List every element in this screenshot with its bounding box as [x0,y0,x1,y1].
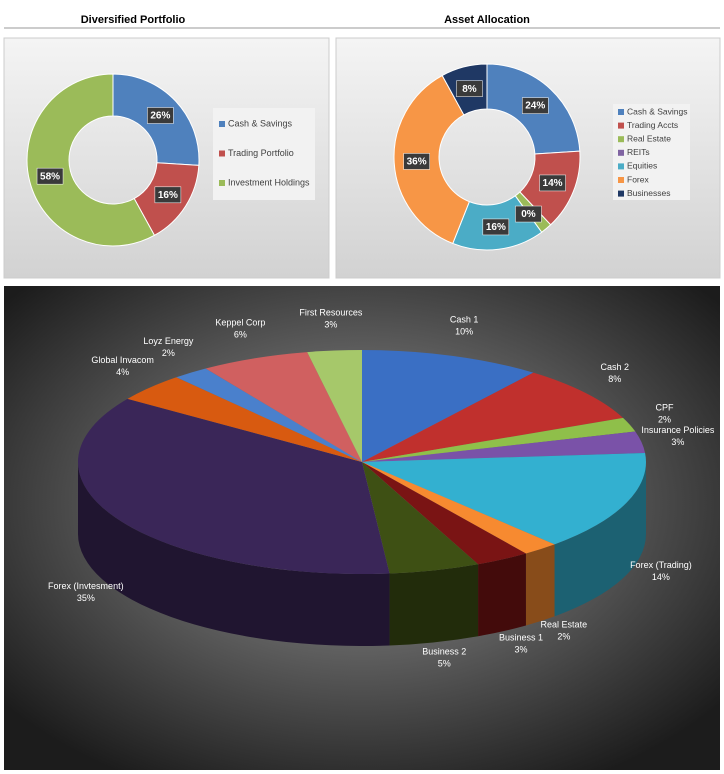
legend-marker [219,150,225,157]
slice [26,73,156,247]
data-label-name: Business 2 [422,647,466,657]
data-label: 2% [557,631,570,641]
legend-label: Equities [627,161,657,171]
legend-label: Cash & Savings [228,118,293,128]
legend-box [613,104,690,200]
legend-label: Businesses [627,188,670,198]
data-label: 10% [455,326,473,336]
slice [176,368,362,462]
slice [362,462,555,554]
data-label: 3% [514,645,527,655]
data-label-box [403,153,430,170]
pie-side [478,553,526,637]
data-label-name: CPF [656,403,675,413]
data-label: 4% [116,367,129,377]
data-label-name: Real Estate [541,619,588,629]
data-label-box [36,167,64,185]
data-label: 2% [162,348,175,358]
slice [127,377,363,462]
data-label-group: 14% [539,174,566,192]
data-label-box [539,174,566,192]
chart-title: Diversified Portfolio [81,14,186,26]
data-label: 6% [234,330,247,340]
pie-side [389,564,479,646]
slice [362,462,526,565]
legend-marker [219,180,225,186]
data-label-name: Insurance Policies [641,425,715,435]
data-label-name: Forex (Invtesment) [48,581,124,591]
legend-marker [618,136,624,143]
data-label: 8% [608,374,621,384]
data-label-box [515,205,542,223]
data-label-group: 16% [482,218,510,236]
legend-label: Forex [627,174,649,184]
slice [362,452,646,545]
data-label: 26% [150,111,170,122]
legend-marker [618,109,624,115]
data-label: 3% [671,437,684,447]
data-label-group: 36% [403,153,430,170]
legend-label: Trading Accts [627,120,678,130]
data-label: 5% [438,659,451,669]
legend-marker [618,163,624,170]
legend-label: Trading Portfolio [228,148,294,158]
pie-side [554,462,646,617]
legend-marker [618,177,624,183]
data-label-group: 26% [147,107,174,124]
slice [362,431,646,462]
legend-marker [219,121,225,127]
chart-title: Asset Allocation [444,14,530,26]
data-label-box [147,107,174,124]
legend-marker [618,190,624,197]
slice [362,350,534,462]
data-label-name: Global Invacom [91,355,154,365]
data-label-name: Forex (Trading) [630,560,692,570]
data-label: 14% [543,178,563,189]
legend-box [213,108,315,200]
slice [393,74,470,245]
data-label-group: 58% [36,167,64,185]
data-label-name: Business 1 [499,633,543,643]
slice [362,417,636,462]
data-label-box [482,218,510,236]
data-label: 2% [658,415,671,425]
legend-label: Cash & Savings [627,106,687,116]
data-label-name: Loyz Energy [143,336,194,346]
data-label: 16% [158,190,178,201]
legend-label: Investment Holdings [228,177,310,187]
data-label-name: First Resources [299,308,363,318]
data-label-group: 24% [522,97,549,114]
pie-side [78,462,390,646]
data-label: 0% [521,209,536,220]
data-label-box [154,186,182,204]
legend-label: REITs [627,147,650,157]
data-label: 58% [40,171,60,182]
slice [205,352,362,462]
data-label-name: Cash 1 [450,314,479,324]
legend-marker [618,122,624,129]
slice [307,350,362,462]
data-label: 24% [525,101,545,112]
slice [78,398,390,574]
pie-side [525,544,555,626]
legend-label: Real Estate [627,133,671,143]
data-label: 35% [77,593,95,603]
data-label-box [522,97,549,114]
data-label-group: 8% [456,80,483,97]
data-label: 14% [652,572,670,582]
data-label-group: 0% [515,205,542,223]
data-label-name: Keppel Corp [215,318,265,328]
slice [362,462,479,574]
data-label: 36% [407,157,427,168]
data-label: 16% [486,222,506,233]
data-label-group: 16% [154,186,182,204]
legend-marker [618,149,624,156]
data-label: 8% [462,84,477,95]
data-label-name: Cash 2 [600,362,629,372]
data-label: 3% [324,320,337,330]
slice [362,372,624,462]
data-label-box [456,80,483,97]
